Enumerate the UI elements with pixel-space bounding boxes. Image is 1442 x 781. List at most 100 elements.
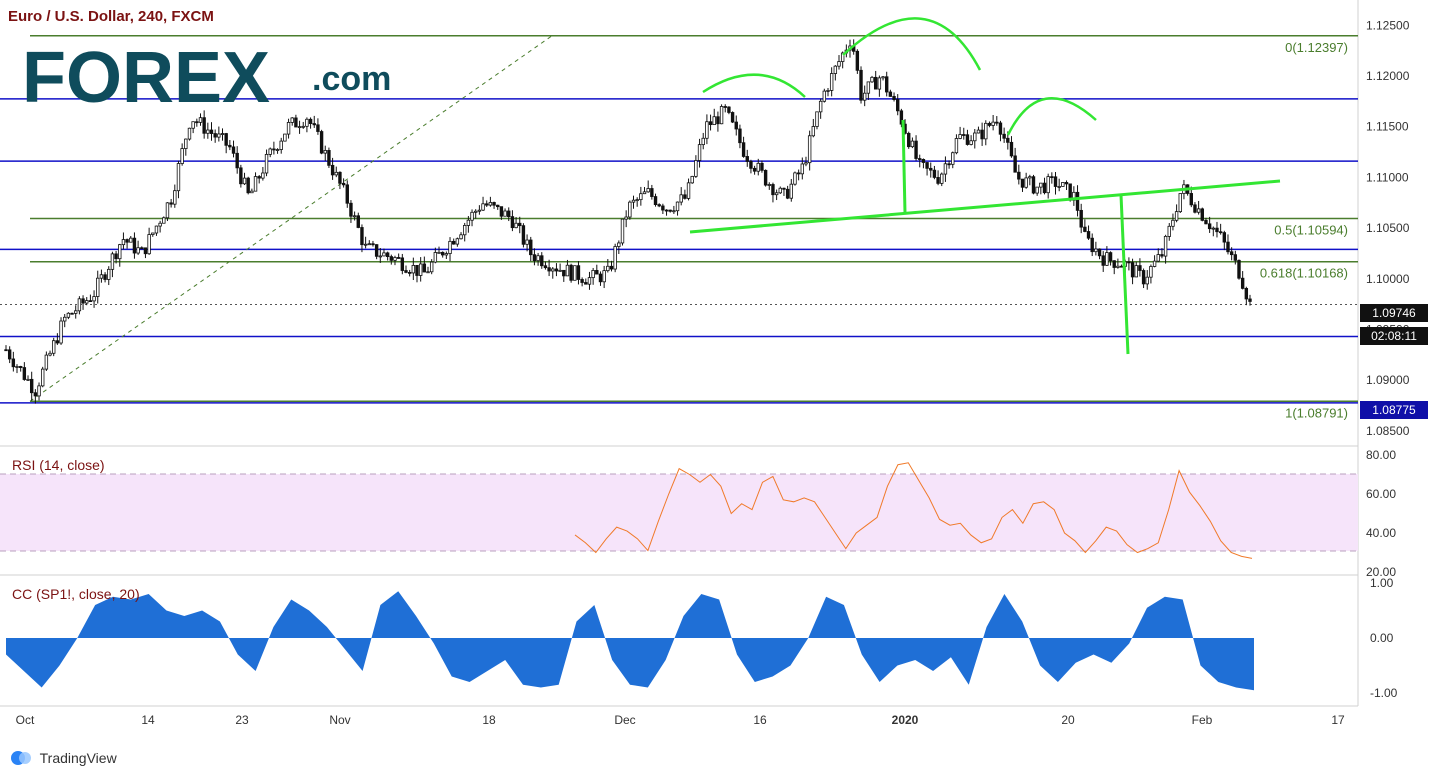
price-candle bbox=[752, 165, 757, 175]
price-candle bbox=[910, 137, 915, 149]
candle-body bbox=[1039, 182, 1043, 188]
candle-body bbox=[697, 144, 702, 161]
candle-body bbox=[609, 265, 614, 270]
candle-body bbox=[1028, 176, 1032, 179]
price-candle bbox=[400, 253, 405, 275]
candle-body bbox=[209, 129, 214, 134]
price-candle bbox=[679, 187, 683, 206]
price-candle bbox=[984, 120, 988, 146]
price-candle bbox=[1149, 264, 1153, 284]
tradingview-brand[interactable]: TradingView bbox=[10, 750, 117, 769]
price-candle bbox=[962, 127, 966, 140]
price-candle bbox=[140, 246, 144, 250]
price-candle bbox=[918, 154, 922, 168]
price-candle bbox=[866, 81, 871, 100]
candle-body bbox=[606, 265, 610, 272]
price-candle bbox=[426, 266, 430, 274]
candle-body bbox=[536, 255, 540, 262]
candle-body bbox=[220, 133, 225, 135]
price-pane[interactable]: 0(1.12397) 0.5(1.10594) 0.618(1.10168) 1(1.… bbox=[0, 17, 1358, 420]
cc-pane[interactable] bbox=[6, 591, 1254, 691]
price-candle bbox=[991, 114, 995, 131]
price-candle bbox=[1200, 207, 1204, 222]
price-candle bbox=[1178, 193, 1182, 214]
price-candle bbox=[639, 186, 643, 206]
candle-body bbox=[973, 132, 977, 142]
price-candle bbox=[826, 88, 830, 97]
candle-body bbox=[492, 202, 496, 206]
rsi-tick-label: 80.00 bbox=[1366, 448, 1396, 462]
candle-body bbox=[1046, 176, 1050, 194]
price-candle bbox=[796, 169, 801, 181]
candle-body bbox=[510, 216, 515, 229]
rsi-pane[interactable] bbox=[574, 462, 1253, 559]
candle-body bbox=[70, 312, 74, 315]
price-candle bbox=[657, 203, 661, 208]
candle-body bbox=[92, 296, 96, 302]
candle-body bbox=[690, 175, 694, 184]
candle-body bbox=[954, 138, 959, 154]
candle-body bbox=[15, 366, 19, 368]
candle-body bbox=[683, 194, 687, 199]
candle-body bbox=[738, 128, 742, 144]
candle-body bbox=[837, 61, 841, 67]
price-candle bbox=[253, 172, 258, 192]
price-candle bbox=[529, 236, 533, 262]
price-candle bbox=[653, 193, 658, 207]
price-candle bbox=[88, 294, 93, 303]
symbol-title[interactable]: Euro / U.S. Dollar, 240, FXCM bbox=[8, 8, 214, 25]
candle-body bbox=[719, 106, 724, 125]
price-candle bbox=[385, 251, 390, 261]
candle-body bbox=[778, 187, 782, 194]
candle-body bbox=[173, 190, 177, 205]
price-candle bbox=[352, 211, 357, 221]
price-candle bbox=[727, 106, 731, 115]
candle-body bbox=[88, 300, 93, 303]
candle-body bbox=[81, 298, 85, 304]
candle-body bbox=[598, 273, 603, 283]
price-candle bbox=[896, 94, 900, 116]
candle-body bbox=[914, 140, 918, 159]
price-candle bbox=[1130, 258, 1135, 285]
price-candle bbox=[231, 140, 236, 158]
candle-body bbox=[741, 142, 746, 157]
low-price-text: 1.08775 bbox=[1372, 403, 1416, 417]
candle-body bbox=[771, 184, 775, 196]
candle-body bbox=[613, 246, 617, 270]
candle-body bbox=[1006, 137, 1010, 143]
price-candle bbox=[481, 196, 485, 212]
price-candle bbox=[85, 297, 89, 306]
price-candle bbox=[437, 246, 441, 254]
head-height-measure bbox=[901, 119, 907, 214]
price-candle bbox=[1174, 204, 1179, 223]
price-candle bbox=[187, 127, 192, 141]
price-candle bbox=[855, 49, 860, 74]
rsi-label[interactable]: RSI (14, close) bbox=[12, 457, 105, 473]
price-candle bbox=[1152, 255, 1157, 268]
price-candle bbox=[15, 364, 19, 374]
candle-body bbox=[650, 188, 654, 197]
price-candle bbox=[11, 351, 16, 372]
candle-body bbox=[496, 204, 500, 208]
candle-body bbox=[154, 225, 159, 234]
candle-body bbox=[455, 238, 460, 245]
price-candle bbox=[18, 365, 23, 372]
candle-body bbox=[400, 257, 405, 271]
price-candle bbox=[1017, 164, 1021, 185]
candle-body bbox=[1207, 223, 1212, 230]
price-candle bbox=[525, 234, 529, 252]
candle-body bbox=[951, 152, 955, 165]
price-candle bbox=[756, 158, 760, 176]
price-candle bbox=[125, 238, 129, 249]
candle-body bbox=[1167, 225, 1171, 237]
candle-body bbox=[1024, 177, 1028, 188]
time-tick-label: Oct bbox=[16, 713, 35, 727]
price-candle bbox=[973, 129, 977, 149]
candle-body bbox=[96, 277, 100, 297]
price-candle bbox=[184, 138, 188, 156]
price-candle bbox=[1028, 174, 1032, 186]
cc-label[interactable]: CC (SP1!, close, 20) bbox=[12, 586, 140, 602]
candle-body bbox=[1009, 141, 1014, 157]
price-candle bbox=[283, 133, 287, 142]
